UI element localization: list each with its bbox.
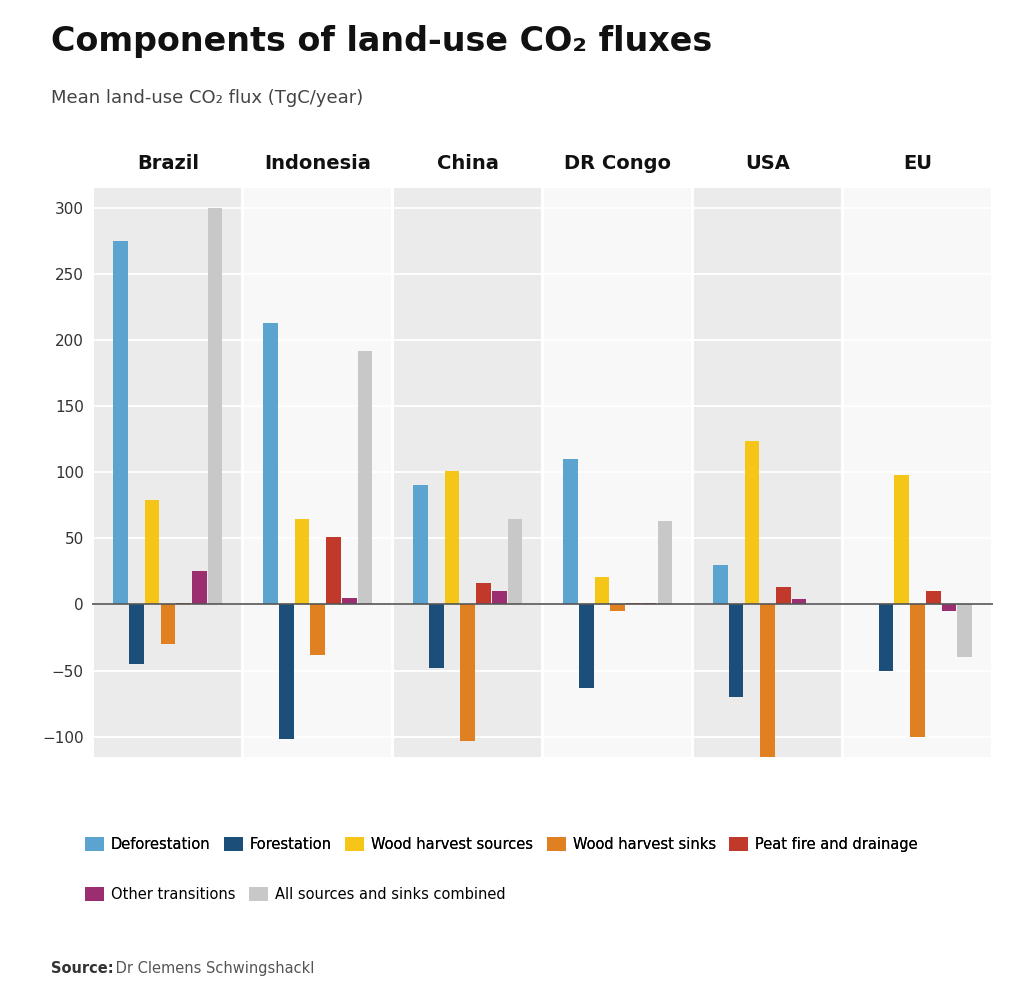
Text: China: China — [437, 154, 499, 173]
Legend: Other transitions, All sources and sinks combined: Other transitions, All sources and sinks… — [79, 881, 511, 908]
Bar — [729, 604, 743, 697]
Bar — [327, 537, 341, 604]
Text: Brazil: Brazil — [137, 154, 199, 173]
Bar — [642, 603, 656, 604]
Bar — [508, 518, 522, 604]
Bar — [610, 604, 625, 611]
Bar — [626, 603, 641, 604]
Bar — [844, 188, 991, 757]
Bar — [114, 240, 128, 604]
Bar — [295, 518, 309, 604]
Bar — [429, 604, 443, 668]
Bar — [694, 188, 841, 757]
Bar — [713, 565, 728, 604]
Bar — [744, 440, 759, 604]
Bar — [176, 603, 190, 604]
Text: EU: EU — [903, 154, 932, 173]
Bar — [910, 604, 925, 737]
Bar — [563, 459, 578, 604]
Bar — [161, 604, 175, 644]
Text: Source:: Source: — [51, 961, 114, 976]
Bar — [461, 604, 475, 741]
Bar — [342, 598, 356, 604]
Bar — [414, 486, 428, 604]
Bar — [357, 350, 373, 604]
Bar — [208, 208, 222, 604]
Text: USA: USA — [745, 154, 791, 173]
Bar — [263, 322, 278, 604]
Text: Dr Clemens Schwingshackl: Dr Clemens Schwingshackl — [111, 961, 314, 976]
Bar — [544, 188, 691, 757]
Bar — [579, 604, 594, 687]
Bar — [492, 591, 507, 604]
Bar — [942, 604, 956, 611]
Bar — [394, 188, 542, 757]
Text: Components of land-use CO₂ fluxes: Components of land-use CO₂ fluxes — [51, 25, 713, 57]
Text: Mean land-use CO₂ flux (TgC/year): Mean land-use CO₂ flux (TgC/year) — [51, 89, 364, 107]
Bar — [279, 604, 294, 740]
Bar — [476, 584, 490, 604]
Bar — [193, 572, 207, 604]
Bar — [129, 604, 143, 664]
Bar — [144, 500, 160, 604]
Bar — [657, 521, 672, 604]
Text: Indonesia: Indonesia — [264, 154, 372, 173]
Bar — [595, 577, 609, 604]
Bar — [444, 471, 460, 604]
Bar — [310, 604, 326, 655]
Legend: Deforestation, Forestation, Wood harvest sources, Wood harvest sinks, Peat fire : Deforestation, Forestation, Wood harvest… — [79, 832, 924, 858]
Bar — [245, 188, 391, 757]
Bar — [895, 475, 909, 604]
Bar — [94, 188, 242, 757]
Bar — [760, 604, 775, 761]
Bar — [957, 604, 972, 658]
Bar — [792, 599, 807, 604]
Bar — [879, 604, 893, 671]
Bar — [926, 591, 941, 604]
Bar — [776, 587, 791, 604]
Text: DR Congo: DR Congo — [564, 154, 671, 173]
